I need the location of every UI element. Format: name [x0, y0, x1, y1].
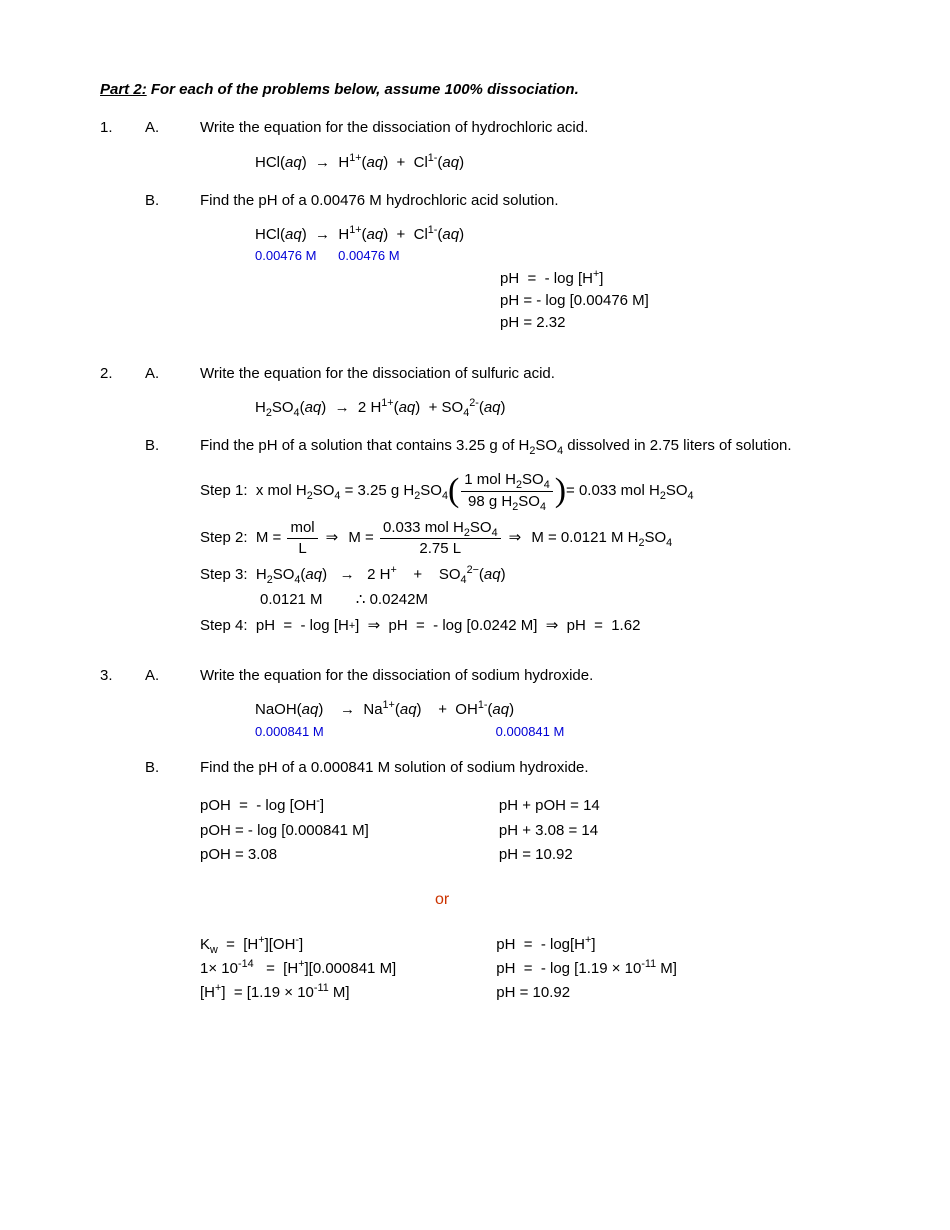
q3b-kw-block: Kw = [H+][OH-] 1× 10-14 = [H+][0.000841 … [200, 931, 860, 1008]
q3a-prompt: Write the equation for the dissociation … [200, 666, 860, 686]
q2b-prompt: Find the pH of a solution that contains … [200, 436, 860, 456]
q2a-equation: H2SO4(aq) → 2 H1+(aq) + SO42-(aq) [255, 398, 860, 418]
q1a-letter: A. [145, 118, 200, 138]
q3a-equation: NaOH(aq) → Na1+(aq) + OH1-(aq) [255, 700, 860, 720]
q1b-letter: B. [145, 191, 200, 211]
q3b-prompt: Find the pH of a 0.000841 M solution of … [200, 758, 860, 778]
q2-number: 2. [100, 364, 145, 384]
q3b-poh-block: pOH = - log [OH-] pOH = - log [0.000841 … [200, 792, 860, 869]
question-1: 1. A. Write the equation for the dissoci… [100, 118, 860, 347]
q2a-letter: A. [145, 364, 200, 384]
part-header: Part 2: For each of the problems below, … [100, 80, 860, 100]
q1b-prompt: Find the pH of a 0.00476 M hydrochloric … [200, 191, 860, 211]
q1b-ph-calc: pH = - log [H+] pH = - log [0.00476 M] p… [500, 269, 860, 334]
q1-number: 1. [100, 118, 145, 138]
or-divider: or [435, 889, 860, 911]
q2b-step2: Step 2: M = molL ⇒ M = 0.033 mol H2SO42.… [200, 518, 860, 560]
q3-number: 3. [100, 666, 145, 686]
q2b-steps: Step 1: x mol H2SO4 = 3.25 g H2SO4 ( 1 m… [200, 470, 860, 636]
q2a-prompt: Write the equation for the dissociation … [200, 364, 860, 384]
q3a-concentrations: 0.000841 M0.000841 M [255, 723, 860, 741]
q2b-step1: Step 1: x mol H2SO4 = 3.25 g H2SO4 ( 1 m… [200, 470, 860, 512]
q2b-step4: Step 4: pH = - log [H+] ⇒ pH = - log [0.… [200, 616, 860, 636]
q1b-equation: HCl(aq) → H1+(aq) + Cl1-(aq) [255, 225, 860, 245]
q3b-letter: B. [145, 758, 200, 778]
part-label: Part 2: [100, 81, 147, 98]
q3a-letter: A. [145, 666, 200, 686]
question-3: 3. A. Write the equation for the dissoci… [100, 666, 860, 1007]
question-2: 2. A. Write the equation for the dissoci… [100, 364, 860, 651]
q2b-step3: Step 3: H2SO4(aq) → 2 H+ + SO42−(aq) 0.0… [200, 565, 860, 610]
part-instruction: For each of the problems below, assume 1… [147, 81, 579, 98]
q1b-concentrations: 0.00476 M 0.00476 M [255, 247, 860, 265]
q1a-equation: HCl(aq) → H1+(aq) + Cl1-(aq) [255, 153, 860, 173]
q2b-letter: B. [145, 436, 200, 456]
q1a-prompt: Write the equation for the dissociation … [200, 118, 860, 138]
